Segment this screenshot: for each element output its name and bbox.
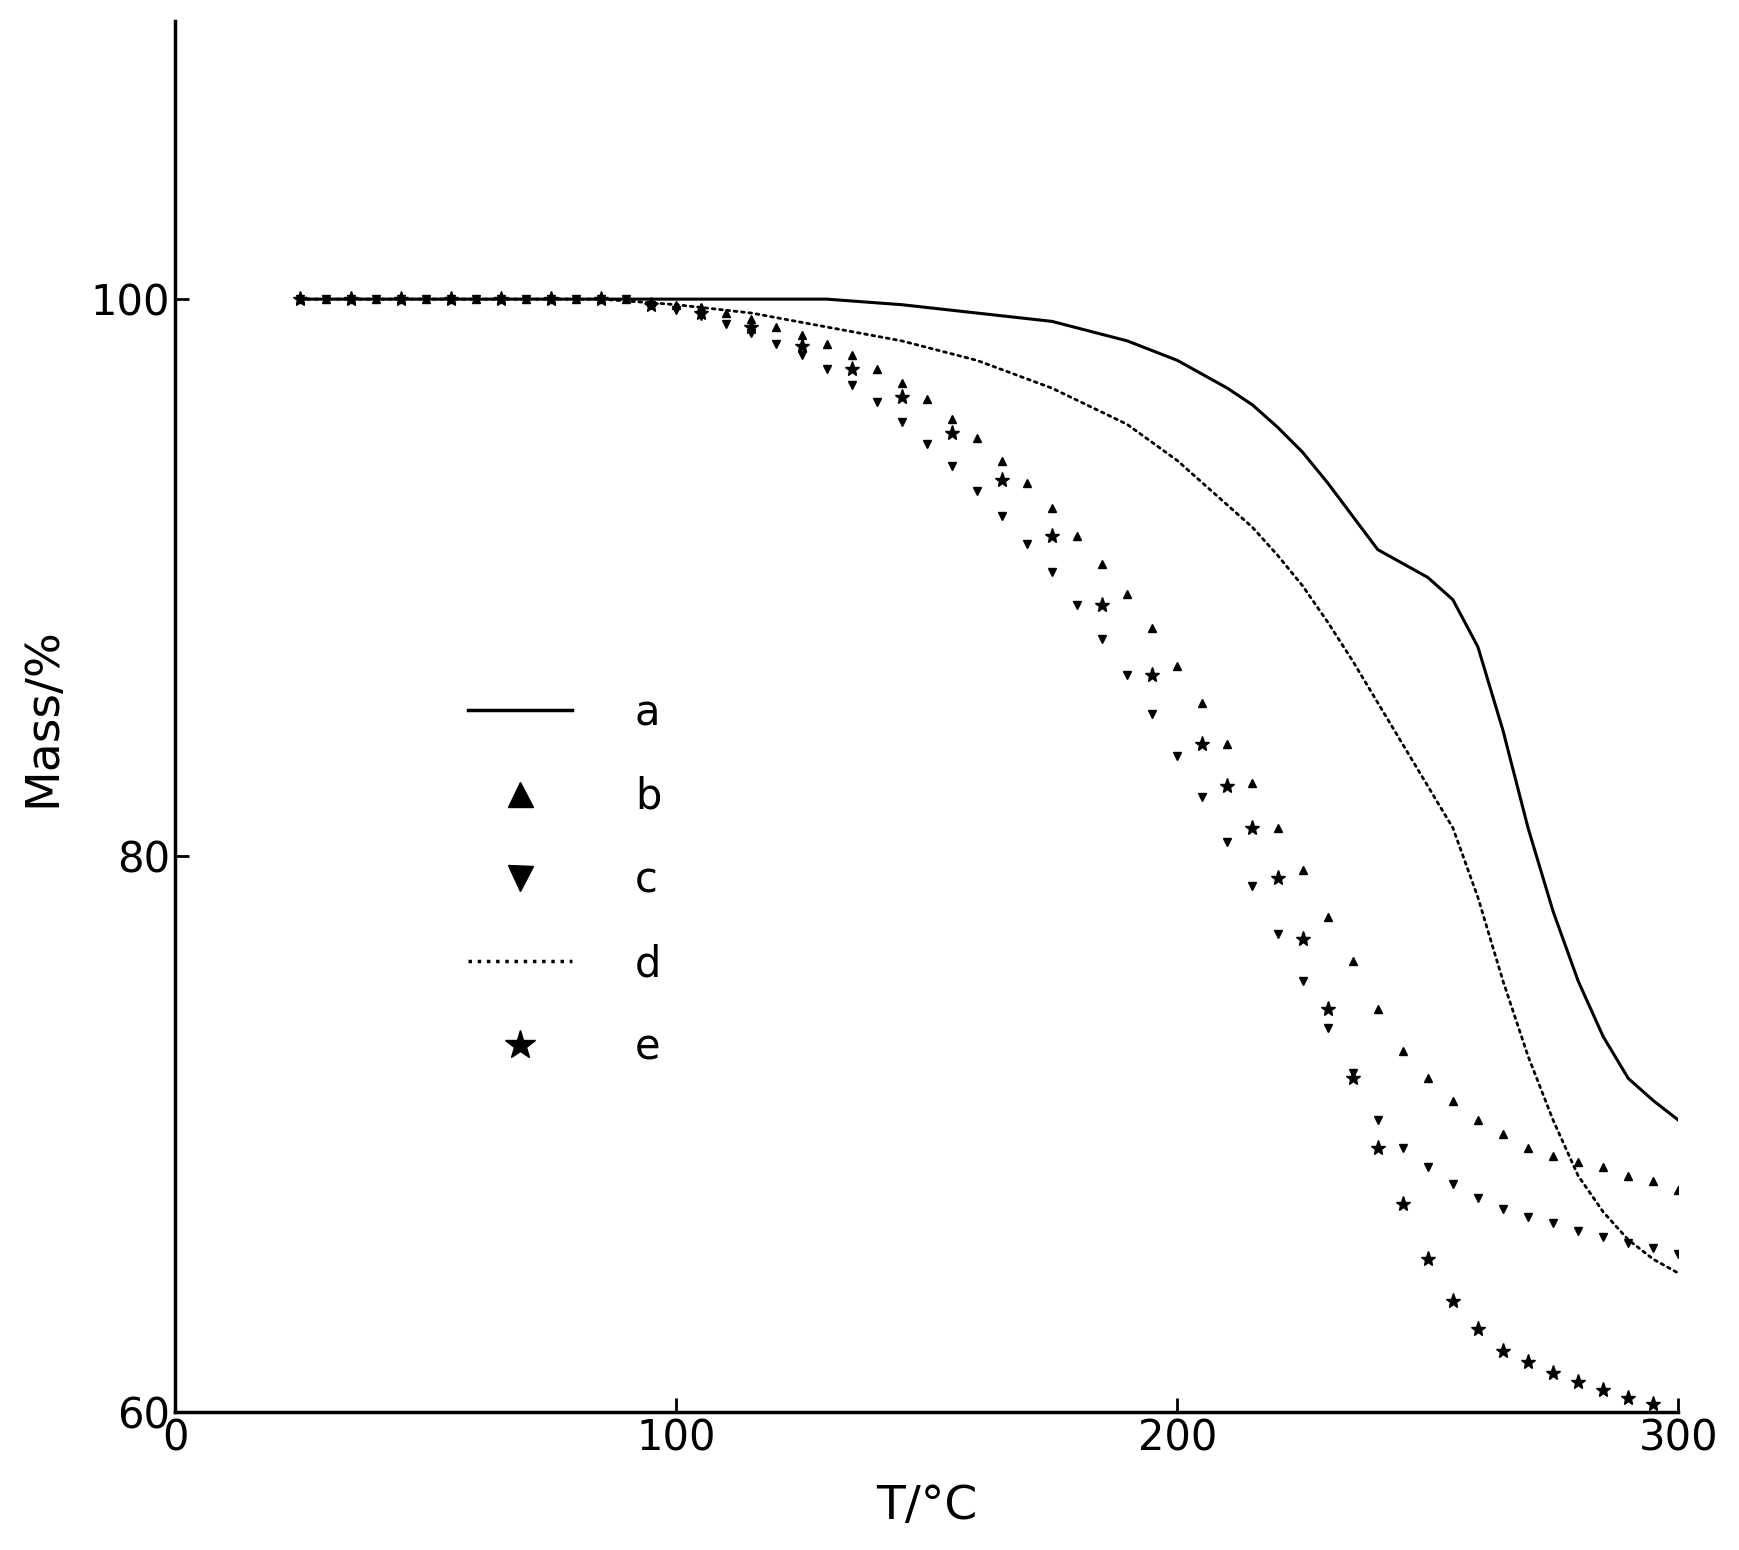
- X-axis label: T/°C: T/°C: [876, 1485, 977, 1530]
- Legend: a, b, c, d, e: a, b, c, d, e: [452, 676, 678, 1085]
- Y-axis label: Mass/%: Mass/%: [21, 626, 66, 806]
